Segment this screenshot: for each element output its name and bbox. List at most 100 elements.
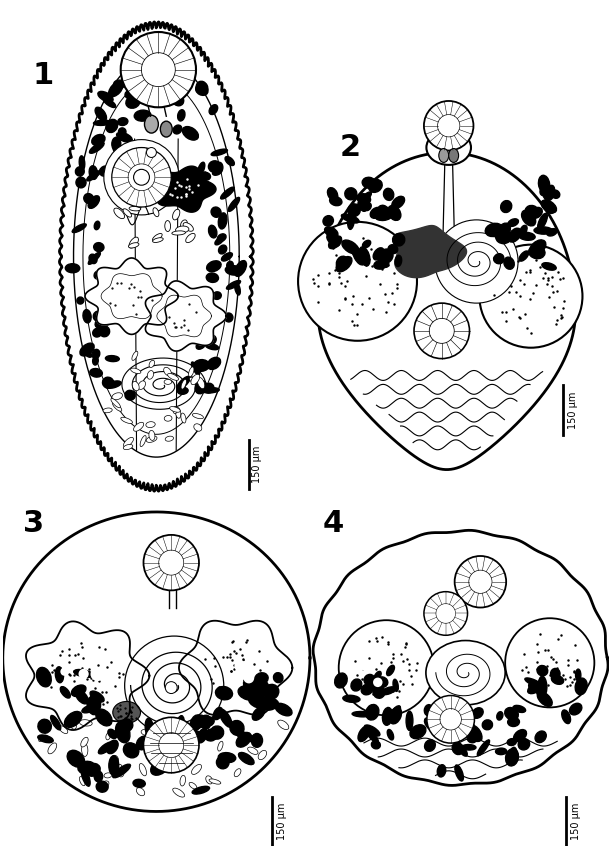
Ellipse shape [217,162,223,173]
Ellipse shape [114,208,124,218]
Ellipse shape [129,243,139,248]
Ellipse shape [225,265,241,275]
Ellipse shape [543,189,553,201]
Circle shape [125,636,224,735]
Ellipse shape [226,280,241,289]
Ellipse shape [498,228,510,241]
Circle shape [375,643,389,656]
Ellipse shape [207,261,221,272]
Ellipse shape [367,730,378,743]
Ellipse shape [545,185,554,197]
Ellipse shape [94,771,103,782]
Polygon shape [146,280,226,351]
Ellipse shape [537,692,552,706]
Ellipse shape [88,694,100,715]
Ellipse shape [84,194,94,203]
Ellipse shape [463,722,475,732]
Ellipse shape [274,672,283,683]
Ellipse shape [178,79,190,91]
Ellipse shape [388,206,401,220]
Circle shape [298,222,417,341]
Ellipse shape [496,230,512,244]
Ellipse shape [67,751,84,768]
Ellipse shape [366,705,379,720]
Ellipse shape [218,212,227,229]
Ellipse shape [198,162,205,175]
Ellipse shape [187,731,202,745]
Ellipse shape [164,379,172,384]
Ellipse shape [119,128,126,135]
Ellipse shape [368,179,382,192]
Ellipse shape [219,709,232,728]
Ellipse shape [437,765,446,777]
Ellipse shape [359,195,369,212]
Ellipse shape [575,678,587,694]
Ellipse shape [192,413,203,419]
Ellipse shape [497,711,503,720]
Ellipse shape [330,196,342,206]
Ellipse shape [197,377,205,388]
Ellipse shape [92,356,99,365]
Ellipse shape [136,736,149,750]
Ellipse shape [358,726,370,741]
Ellipse shape [180,775,185,786]
Ellipse shape [202,388,219,393]
Circle shape [424,101,474,150]
Ellipse shape [258,751,267,760]
Ellipse shape [82,704,100,713]
Ellipse shape [204,717,214,726]
Ellipse shape [150,728,160,738]
Ellipse shape [395,255,401,267]
Ellipse shape [378,205,390,218]
Ellipse shape [329,236,341,249]
Ellipse shape [126,96,140,108]
Ellipse shape [136,788,144,796]
Ellipse shape [371,740,381,749]
Ellipse shape [175,762,183,769]
Ellipse shape [508,218,518,226]
Ellipse shape [537,690,551,704]
Ellipse shape [181,379,187,389]
Ellipse shape [485,224,503,236]
Ellipse shape [182,733,190,740]
Ellipse shape [83,309,91,323]
Circle shape [435,220,518,303]
Ellipse shape [439,149,449,162]
Ellipse shape [37,667,51,687]
Ellipse shape [90,369,102,377]
Circle shape [360,660,371,672]
Text: 4: 4 [323,509,344,538]
Circle shape [429,319,454,343]
Circle shape [244,672,254,683]
Ellipse shape [78,762,95,774]
Ellipse shape [540,185,551,196]
Circle shape [373,677,382,687]
Ellipse shape [218,741,223,751]
Ellipse shape [387,729,394,740]
Ellipse shape [177,377,190,389]
Ellipse shape [374,260,387,269]
Ellipse shape [114,80,125,88]
Ellipse shape [196,381,206,392]
Ellipse shape [119,770,124,777]
Polygon shape [313,530,608,785]
Ellipse shape [140,763,146,776]
Ellipse shape [211,149,228,156]
Ellipse shape [99,742,113,754]
Ellipse shape [151,759,169,775]
Ellipse shape [106,733,110,740]
Ellipse shape [209,779,221,785]
Ellipse shape [153,207,159,217]
Ellipse shape [376,677,388,688]
Ellipse shape [167,753,177,761]
Ellipse shape [206,273,218,282]
Ellipse shape [337,256,348,270]
Ellipse shape [149,430,155,440]
Ellipse shape [118,117,128,126]
Ellipse shape [182,737,188,745]
Ellipse shape [256,680,269,695]
Ellipse shape [518,739,529,750]
Ellipse shape [264,684,279,700]
Ellipse shape [112,393,122,400]
Ellipse shape [201,173,211,180]
